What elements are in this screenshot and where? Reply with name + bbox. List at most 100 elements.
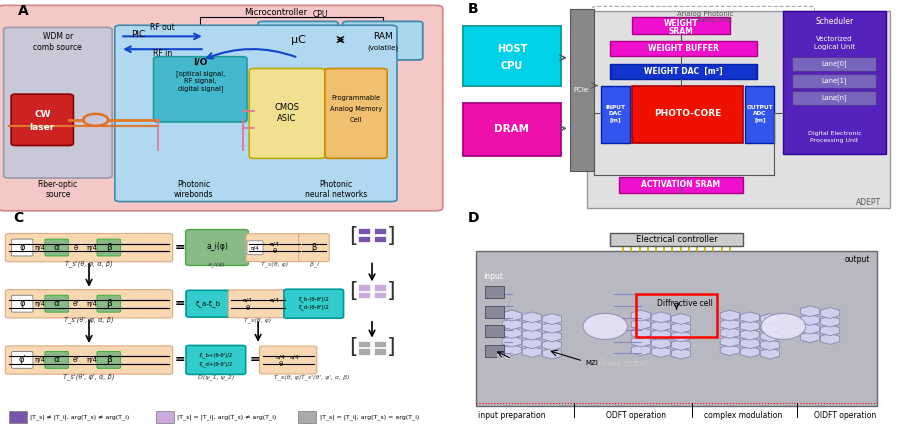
Bar [745,86,774,143]
Bar [374,292,387,298]
FancyBboxPatch shape [4,27,112,178]
Text: ADEPT: ADEPT [856,198,881,207]
Bar [374,341,387,347]
Bar [601,86,630,143]
Text: |T_s| = |T_i|, arg(T_s) = arg(T_i): |T_s| = |T_i|, arg(T_s) = arg(T_i) [319,414,419,419]
FancyBboxPatch shape [45,295,68,312]
Text: DRAM: DRAM [494,125,530,134]
Text: π/4: π/4 [34,357,46,363]
Text: Fiber-optic: Fiber-optic [38,179,78,189]
Text: MZI: MZI [585,360,599,366]
Bar [485,345,503,357]
FancyBboxPatch shape [249,68,325,158]
Text: Analog Photonic: Analog Photonic [677,11,734,17]
FancyBboxPatch shape [97,295,120,312]
Bar [610,64,757,79]
FancyBboxPatch shape [97,351,120,369]
Text: input preparation: input preparation [478,410,546,419]
Text: Phase shifter: Phase shifter [598,359,648,368]
Text: θ': θ' [73,357,79,363]
Text: θ: θ [272,248,277,254]
Text: T_s(θ, φ): T_s(θ, φ) [274,374,301,380]
Text: OUTPUT
ADC
[m]: OUTPUT ADC [m] [747,105,773,122]
FancyBboxPatch shape [97,239,120,256]
FancyBboxPatch shape [186,345,245,374]
Text: π/4: π/4 [86,301,98,307]
Text: complex modulation: complex modulation [704,410,782,419]
Text: T_s'(θ', φ, α, β): T_s'(θ', φ, α, β) [64,317,114,323]
Text: -ξ_b+(θ-θ')/2: -ξ_b+(θ-θ')/2 [199,352,233,358]
Text: [: [ [350,226,358,246]
Text: B: B [467,2,478,15]
Text: WEIGHT: WEIGHT [663,19,699,28]
FancyBboxPatch shape [298,234,329,262]
Text: RF signal,: RF signal, [184,78,217,84]
Bar [374,348,387,354]
Text: |T_s| = |T_i|, arg(T_s) ≠ arg(T_i): |T_s| = |T_i|, arg(T_s) ≠ arg(T_i) [177,414,276,419]
FancyBboxPatch shape [0,6,443,211]
Text: input: input [483,272,503,281]
Text: CMOS: CMOS [274,102,299,112]
Bar [570,9,594,171]
Text: β: β [311,243,316,252]
Bar [358,285,370,291]
Text: SRAM: SRAM [669,27,693,36]
FancyBboxPatch shape [325,68,387,158]
Text: α: α [54,355,59,364]
Text: neural networks: neural networks [305,190,367,199]
Text: π/4: π/4 [34,301,46,307]
Text: =: = [175,297,185,310]
Text: T_s'(θ, φ, α, β): T_s'(θ, φ, α, β) [65,260,113,267]
Text: β: β [106,355,111,364]
Text: θ: θ [245,305,250,311]
Text: Lane[1]: Lane[1] [822,77,847,84]
Bar [463,103,561,156]
Text: ξ_b-(θ-θ')/2: ξ_b-(θ-θ')/2 [298,296,329,302]
Text: Analog Memory: Analog Memory [330,106,382,112]
Text: Photonic: Photonic [177,179,210,189]
Text: a_i(φ): a_i(φ) [208,261,226,267]
FancyBboxPatch shape [5,234,173,262]
Polygon shape [476,251,877,407]
Text: ξ_a-ξ_b: ξ_a-ξ_b [196,300,220,307]
Bar [374,228,387,235]
Text: =: = [175,241,185,254]
Text: Microcontroller: Microcontroller [245,8,307,18]
FancyBboxPatch shape [258,21,338,60]
Text: α: α [54,243,59,252]
Text: β: β [106,243,111,252]
Ellipse shape [761,313,806,339]
Text: -ξ_d+(θ-θ')/2: -ξ_d+(θ-θ')/2 [199,361,233,367]
FancyBboxPatch shape [246,234,304,262]
Text: Lane[n]: Lane[n] [821,95,847,101]
Text: PIC: PIC [131,30,146,39]
Text: INPUT
DAC
[m]: INPUT DAC [m] [605,105,626,122]
Text: laser: laser [30,123,55,132]
Text: T_s(θ, φ): T_s(θ, φ) [245,317,271,323]
FancyBboxPatch shape [12,351,33,369]
Text: ξ_d-(θ-θ')/2: ξ_d-(θ-θ')/2 [298,305,329,310]
Text: ACTIVATION SRAM: ACTIVATION SRAM [641,180,720,189]
Text: PCIe: PCIe [574,87,588,93]
Text: ]: ] [387,337,395,357]
FancyBboxPatch shape [185,229,248,265]
FancyBboxPatch shape [228,290,288,318]
FancyBboxPatch shape [260,346,316,374]
Text: RF out: RF out [150,23,174,33]
Text: MMI: MMI [496,354,510,360]
Bar [792,57,876,71]
Text: Digital Electronic: Digital Electronic [807,131,861,136]
Bar [792,91,876,105]
FancyBboxPatch shape [247,241,263,255]
FancyBboxPatch shape [11,94,74,146]
Text: Vectorized: Vectorized [816,36,853,42]
Text: α: α [54,299,59,308]
Text: π/4: π/4 [270,242,280,247]
Text: Cell: Cell [350,117,362,123]
FancyBboxPatch shape [284,289,343,318]
Text: =: = [175,354,185,366]
FancyBboxPatch shape [5,290,173,318]
Bar [358,341,370,347]
Text: Programmable: Programmable [332,95,380,101]
Text: Logical Unit: Logical Unit [814,44,855,50]
